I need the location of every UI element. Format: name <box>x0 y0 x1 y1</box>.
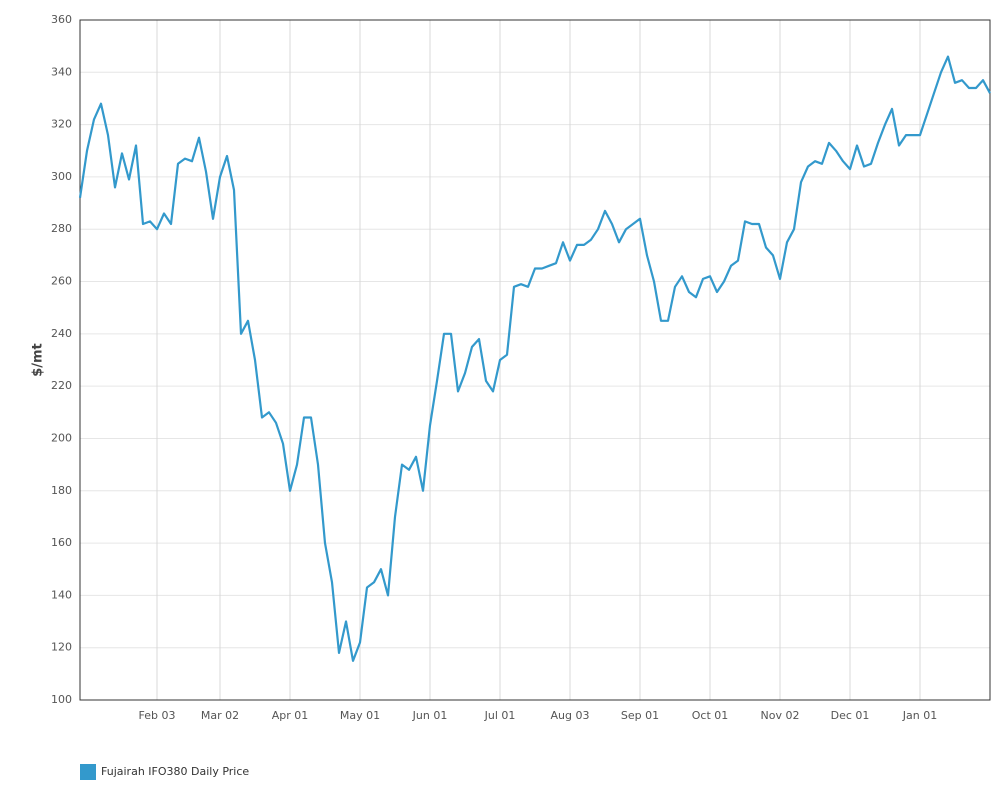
x-tick-label: Jul 01 <box>484 709 516 722</box>
y-tick-label: 180 <box>51 484 72 497</box>
x-tick-label: Jun 01 <box>412 709 448 722</box>
x-tick-label: Jan 01 <box>902 709 937 722</box>
y-tick-label: 320 <box>51 118 72 131</box>
y-axis-label: $/mt <box>31 343 46 377</box>
y-tick-label: 100 <box>51 693 72 706</box>
y-tick-label: 200 <box>51 431 72 444</box>
legend-swatch <box>80 764 96 780</box>
y-tick-label: 360 <box>51 13 72 26</box>
y-tick-label: 260 <box>51 275 72 288</box>
y-tick-label: 280 <box>51 222 72 235</box>
legend-label: Fujairah IFO380 Daily Price <box>101 765 249 778</box>
y-tick-label: 160 <box>51 536 72 549</box>
x-tick-label: Nov 02 <box>761 709 800 722</box>
x-tick-label: Dec 01 <box>831 709 870 722</box>
y-tick-label: 120 <box>51 641 72 654</box>
plot-frame <box>79 19 991 701</box>
y-tick-label: 240 <box>51 327 72 340</box>
x-tick-label: Mar 02 <box>201 709 239 722</box>
x-tick-label: May 01 <box>340 709 380 722</box>
price-line <box>78 55 991 662</box>
x-tick-label: Feb 03 <box>139 709 176 722</box>
x-tick-label: Oct 01 <box>692 709 729 722</box>
y-tick-label: 220 <box>51 379 72 392</box>
y-tick-label: 140 <box>51 588 72 601</box>
y-tick-label: 340 <box>51 65 72 78</box>
y-tick-label: 300 <box>51 170 72 183</box>
x-tick-label: Sep 01 <box>621 709 659 722</box>
x-tick-label: Apr 01 <box>272 709 309 722</box>
x-tick-label: Aug 03 <box>551 709 590 722</box>
